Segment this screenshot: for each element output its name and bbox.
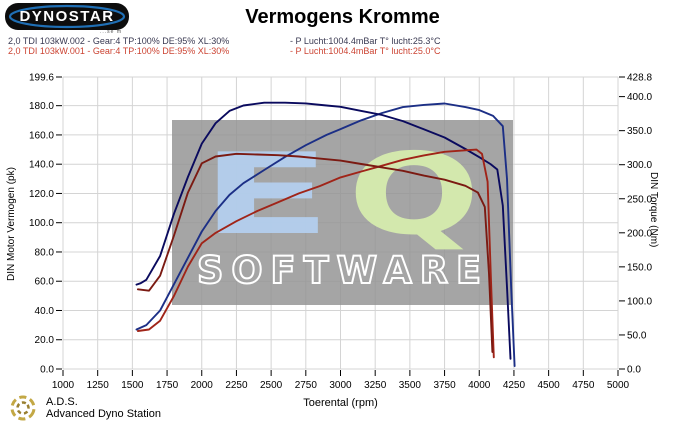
legend-run-label: 2,0 TDI 103kW.001 - Gear:4 TP:100% DE:95… [8,45,230,56]
x-tick-label: 2500 [260,380,283,391]
y-right-tick-label: 150.0 [627,262,652,273]
legend-entry-1: 2,0 TDI 103kW.002 - Gear:4 TP:100% DE:95… [8,36,441,47]
x-tick-label: 3500 [399,380,422,391]
footer-abbr: A.D.S. [46,396,78,408]
curve-series-2 [135,101,512,360]
dynostar-logo: DYNOSTAR [5,3,129,30]
y-right-tick-label: 428.8 [627,73,652,84]
x-axis-title: Toerental (rpm) [303,397,378,409]
legend-conditions-label: - P Lucht:1004.4mBar T° lucht:25.3°C [290,36,441,46]
legend-run-label: 2,0 TDI 103kW.002 - Gear:4 TP:100% DE:95… [8,36,230,46]
y-right-tick-label: 0.0 [627,365,641,376]
legend-entry-2: 2,0 TDI 103kW.001 - Gear:4 TP:100% DE:95… [8,45,441,57]
x-tick-label: 2750 [295,380,318,391]
watermark-letter-e: E [200,130,332,260]
y-left-tick-label: 40.0 [35,306,55,317]
ads-logo-icon [10,395,36,421]
legend: 2,0 TDI 103kW.002 - Gear:4 TP:100% DE:95… [8,36,441,57]
logo-subtext: ...se m [100,29,123,35]
x-tick-label: 2250 [225,380,248,391]
axis-layer: 199.6 180.0 160.0 140.0 120.0 100.0 80.0 60.0 40… [29,73,652,392]
dynostar-logo-swoosh-icon [8,4,126,29]
y-right-tick-label: 200.0 [627,228,652,239]
y-left-tick-label: 180.0 [29,101,54,112]
x-tick-label: 1500 [121,380,144,391]
y-left-tick-label: 199.6 [29,73,54,84]
y-left-tick-label: 0.0 [40,365,54,376]
y-left-tick-label: 100.0 [29,218,54,229]
y-right-tick-label: 50.0 [627,330,647,341]
y-right-tick-label: 100.0 [627,296,652,307]
y-axis-left-title: DIN Motor Vermogen (pk) [6,167,17,281]
y-left-tick-label: 140.0 [29,160,54,171]
x-tick-label: 3000 [329,380,352,391]
y-left-tick-label: 160.0 [29,130,54,141]
dynostar-logo-text: DYNOSTAR [19,8,115,25]
footer: A.D.S. Advanced Dyno Station [9,394,161,422]
y-right-tick-label: 400.0 [627,92,652,103]
y-right-tick-label: 250.0 [627,194,652,205]
x-tick-label: 4000 [468,380,491,391]
y-right-tick-label: 300.0 [627,160,652,171]
curve-series-1 [135,102,516,368]
y-axis-right-title: DIN Torque (Nm) [648,172,659,248]
x-tick-label: 2000 [191,380,214,391]
curve-layer [135,101,516,368]
footer-name: Advanced Dyno Station [46,408,161,420]
x-tick-label: 5000 [607,380,630,391]
x-tick-label: 4500 [538,380,561,391]
x-tick-label: 3750 [433,380,456,391]
legend-conditions-label: - P Lucht:1004.4mBar T° lucht:25.0°C [290,45,441,56]
page-title: Vermogens Kromme [245,6,440,28]
y-left-tick-label: 60.0 [35,277,55,288]
y-right-tick-label: 350.0 [627,126,652,137]
watermark-subtitle: SOFTWARE [197,249,489,292]
x-tick-label: 3250 [364,380,387,391]
x-tick-label: 1000 [52,380,75,391]
y-left-tick-label: 80.0 [35,247,55,258]
x-tick-label: 1250 [87,380,110,391]
x-tick-label: 4250 [503,380,526,391]
y-left-tick-label: 20.0 [35,335,55,346]
curve-series-4 [136,152,494,353]
y-left-tick-label: 120.0 [29,189,54,200]
x-tick-label: 1750 [156,380,179,391]
curve-series-3 [136,148,495,359]
x-tick-label: 4750 [572,380,595,391]
watermark-letter-q: Q [348,130,480,260]
